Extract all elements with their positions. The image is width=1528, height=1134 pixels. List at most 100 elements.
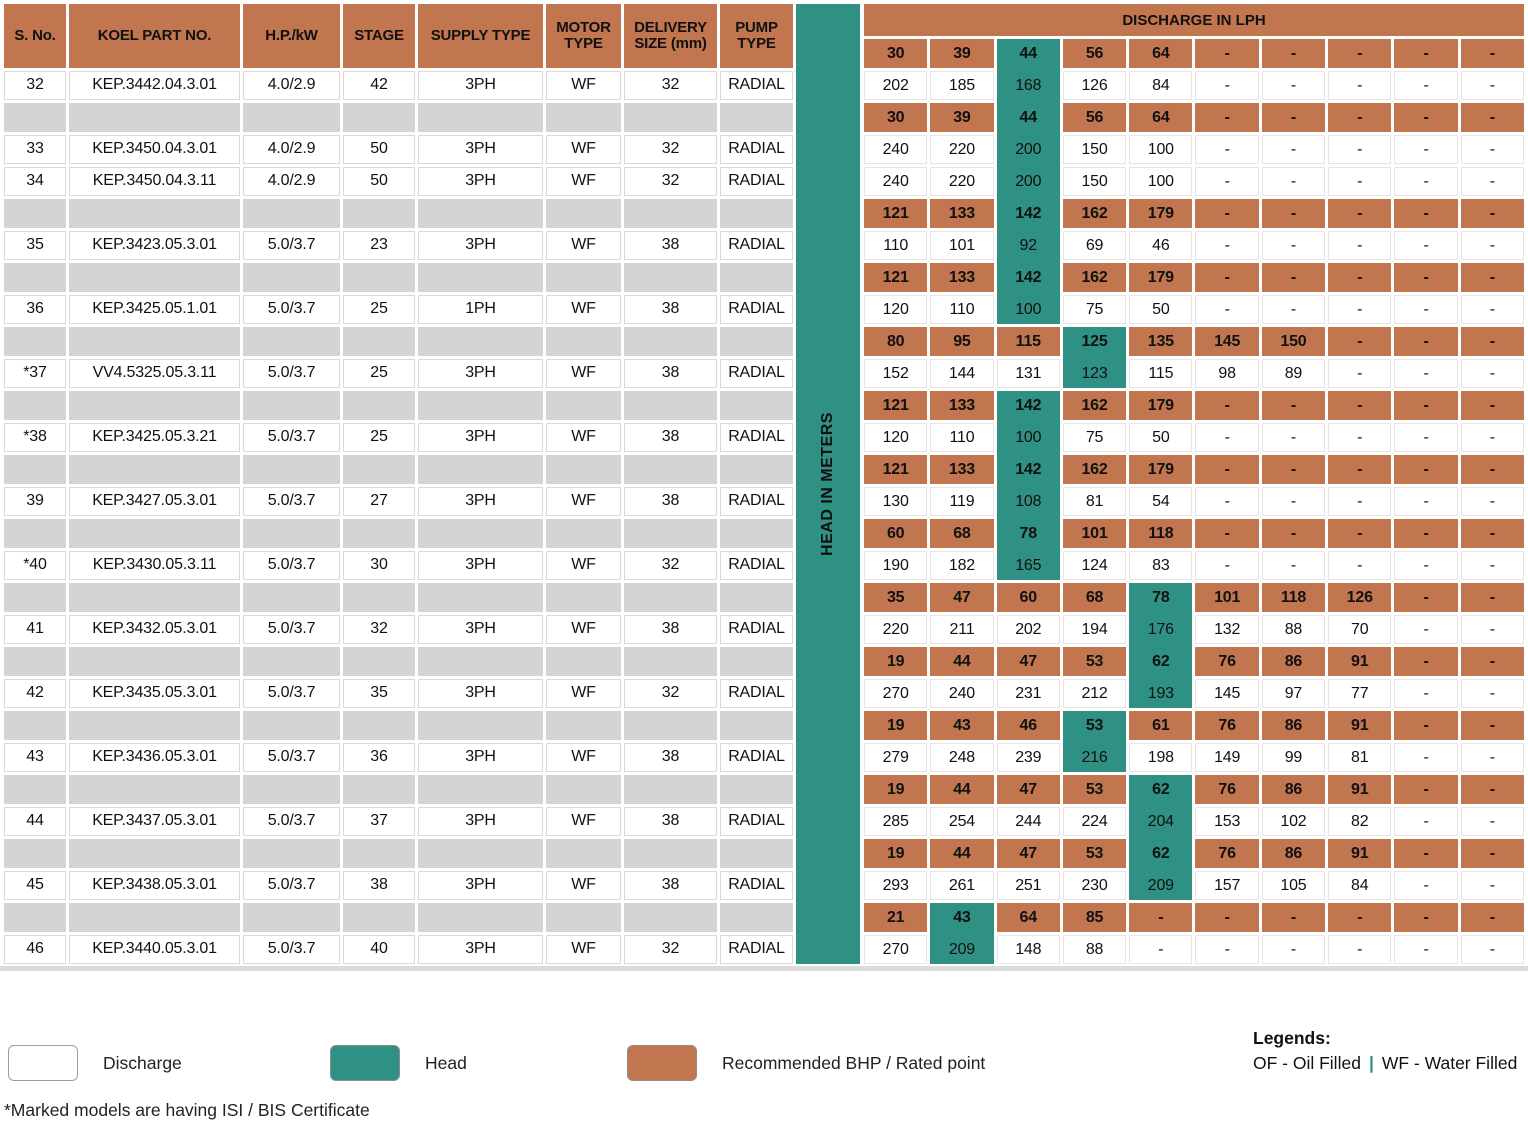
head-values-row: 30 39 44 56 64- - - - - [864, 39, 1524, 68]
head-cell: - [1460, 199, 1524, 228]
head-cell: - [1195, 39, 1259, 68]
discharge-cell: 84 [1129, 71, 1193, 100]
sno-cell: 43 [4, 743, 66, 772]
separator-cell [418, 263, 543, 292]
stage-cell: 42 [343, 71, 415, 100]
hp-kw-cell: 5.0/3.7 [243, 295, 340, 324]
separator-row [4, 583, 793, 612]
rated-point-cell: 53 [1062, 711, 1127, 740]
hp-kw-cell: 5.0/3.7 [243, 871, 340, 900]
separator-cell [546, 903, 621, 932]
discharge-cell: - [1328, 295, 1392, 324]
separator-cell [546, 263, 621, 292]
separator-row [4, 263, 793, 292]
discharge-cell: - [1394, 551, 1458, 580]
discharge-cell: 130 [864, 487, 928, 516]
rated-point-cell: 200 [996, 167, 1060, 196]
discharge-cell: 279 [864, 743, 928, 772]
rated-point-cell: 44 [996, 103, 1060, 132]
sno-cell: *38 [4, 423, 66, 452]
head-cell: - [1261, 455, 1326, 484]
head-cell: 91 [1328, 711, 1392, 740]
head-values-row: 19 44 47 53 62 76 86 91- - [864, 775, 1524, 804]
head-cell: 47 [996, 647, 1060, 676]
separator-cell [4, 775, 66, 804]
head-values-row: 121 133 142 162 179- - - - - [864, 391, 1524, 420]
hp-kw-cell: 5.0/3.7 [243, 743, 340, 772]
head-cell: 179 [1129, 455, 1193, 484]
head-values-row: 30 39 44 56 64- - - - - [864, 103, 1524, 132]
separator-cell [720, 263, 793, 292]
separator-cell [418, 775, 543, 804]
head-cell: - [1195, 455, 1259, 484]
discharge-cell: 239 [996, 743, 1060, 772]
discharge-cell: - [1261, 295, 1326, 324]
head-cell: - [1328, 519, 1392, 548]
head-cell: - [1460, 647, 1524, 676]
discharge-cell: - [1394, 295, 1458, 324]
discharge-cell: 270 [864, 935, 928, 964]
discharge-cell: 75 [1062, 295, 1127, 324]
head-cell: - [1195, 199, 1259, 228]
separator-row [4, 455, 793, 484]
spec-header-row: S. No. KOEL PART NO. H.P./kW STAGE SUPPLY TY… [4, 4, 793, 68]
discharge-cell: 150 [1062, 135, 1127, 164]
head-cell: - [1394, 199, 1458, 228]
discharge-values-row: 240 220 200 150 100- - - - - [864, 135, 1524, 164]
discharge-cell: - [1460, 359, 1524, 388]
model-row: *40 KEP.3430.05.3.11 5.0/3.7 30 3PH WF 32 RADIA… [4, 551, 793, 580]
pump-type-cell: RADIAL [720, 615, 793, 644]
head-cell: - [1328, 199, 1392, 228]
rated-point-cell: 108 [996, 487, 1060, 516]
legend-discharge: Discharge [8, 1045, 182, 1081]
head-cell: 91 [1328, 647, 1392, 676]
discharge-cell: 182 [930, 551, 994, 580]
head-values-row: 19 44 47 53 62 76 86 91- - [864, 839, 1524, 868]
discharge-cell: 101 [930, 231, 994, 260]
separator-cell [243, 327, 340, 356]
head-cell: 118 [1129, 519, 1193, 548]
discharge-cell: 202 [996, 615, 1060, 644]
legend-discharge-label: Discharge [103, 1052, 182, 1073]
head-cell: 47 [996, 839, 1060, 868]
discharge-cell: 240 [864, 135, 928, 164]
separator-row [4, 391, 793, 420]
motor-type-cell: WF [546, 71, 621, 100]
model-row: 36 KEP.3425.05.1.01 5.0/3.7 25 1PH WF 38 RADIAL [4, 295, 793, 324]
separator-cell [4, 647, 66, 676]
discharge-cell: 46 [1129, 231, 1193, 260]
separator-cell [69, 327, 240, 356]
motor-type-cell: WF [546, 359, 621, 388]
pump-type-cell: RADIAL [720, 71, 793, 100]
stage-cell: 38 [343, 871, 415, 900]
head-cell: 44 [930, 775, 994, 804]
head-cell: 179 [1129, 199, 1193, 228]
model-row: 39 KEP.3427.05.3.01 5.0/3.7 27 3PH WF 38 RADIAL [4, 487, 793, 516]
column-header: MOTOR TYPE [546, 4, 621, 68]
part-no-cell: KEP.3442.04.3.01 [69, 71, 240, 100]
discharge-cell: 293 [864, 871, 928, 900]
separator-row [4, 839, 793, 868]
separator-cell [243, 839, 340, 868]
head-cell: 121 [864, 199, 928, 228]
motor-type-cell: WF [546, 167, 621, 196]
head-cell: 19 [864, 839, 928, 868]
separator-cell [624, 103, 717, 132]
wf-legend: WF - Water Filled [1381, 1053, 1518, 1073]
separator-cell [546, 775, 621, 804]
head-values-row: 121 133 142 162 179- - - - - [864, 199, 1524, 228]
separator-cell [69, 455, 240, 484]
legend-head-label: Head [425, 1052, 467, 1073]
sno-cell: 42 [4, 679, 66, 708]
separator-cell [4, 583, 66, 612]
discharge-cell: 83 [1129, 551, 1193, 580]
stage-cell: 32 [343, 615, 415, 644]
separator-cell [343, 263, 415, 292]
discharge-cell: - [1460, 71, 1524, 100]
model-row: 34 KEP.3450.04.3.11 4.0/2.9 50 3PH WF 32 RADIAL [4, 167, 793, 196]
discharge-cell: 244 [996, 807, 1060, 836]
discharge-cell: - [1460, 487, 1524, 516]
discharge-cell: 69 [1062, 231, 1127, 260]
discharge-cell: 119 [930, 487, 994, 516]
motor-type-cell: WF [546, 743, 621, 772]
